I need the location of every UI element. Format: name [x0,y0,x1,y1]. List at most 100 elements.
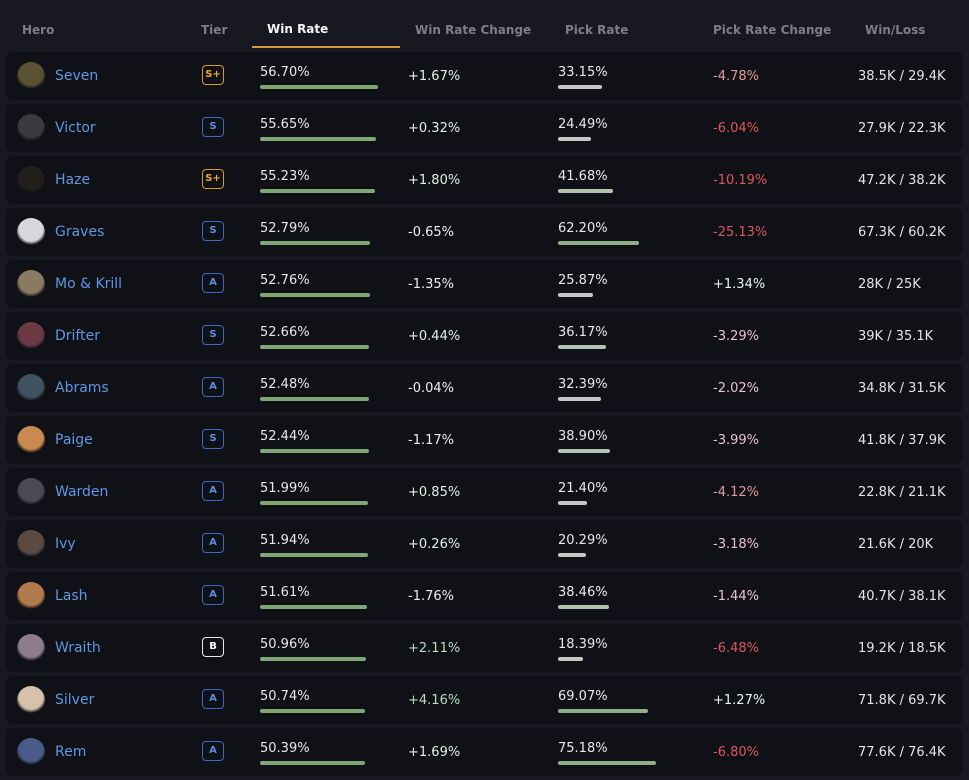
win-rate-value: 52.48% [260,377,310,392]
pick-rate-bar [558,397,602,401]
tier-badge: S [202,221,224,241]
pick-rate-change-value: -1.44% [713,589,759,604]
win-rate-bar [260,137,376,141]
win-rate-value: 52.44% [260,429,310,444]
tier-badge: A [202,377,224,397]
win-rate-value: 50.39% [260,741,310,756]
win-rate-value: 52.79% [260,221,310,236]
table-row[interactable]: Wraith B 50.96% +2.11% 18.39% -6.48% 19.… [6,624,963,672]
hero-name-link[interactable]: Victor [55,120,96,136]
table-row[interactable]: Seven S+ 56.70% +1.67% 33.15% -4.78% 38.… [6,52,963,100]
hero-name-link[interactable]: Rem [55,744,87,760]
hero-name-link[interactable]: Lash [55,588,88,604]
pick-rate-value: 36.17% [558,325,608,340]
win-rate-bar [260,85,378,89]
pick-rate-bar [558,709,649,713]
pick-rate-bar [558,137,592,141]
win-loss-value: 47.2K / 38.2K [858,173,946,188]
hero-name-link[interactable]: Graves [55,224,105,240]
win-rate-change-value: -0.04% [408,381,454,396]
hero-name-link[interactable]: Wraith [55,640,101,656]
win-loss-value: 34.8K / 31.5K [858,381,946,396]
table-row[interactable]: Lash A 51.61% -1.76% 38.46% -1.44% 40.7K… [6,572,963,620]
win-rate-bar [260,189,375,193]
win-loss-value: 27.9K / 22.3K [858,121,946,136]
tier-badge: S+ [202,65,224,85]
pick-rate-change-value: -3.99% [713,433,759,448]
pick-rate-value: 21.40% [558,481,608,496]
column-header-pick-rate-change[interactable]: Pick Rate Change [713,23,832,37]
pick-rate-bar [558,189,614,193]
win-rate-value: 50.96% [260,637,310,652]
win-loss-value: 38.5K / 29.4K [858,69,946,84]
pick-rate-change-value: -6.04% [713,121,759,136]
table-row[interactable]: Drifter S 52.66% +0.44% 36.17% -3.29% 39… [6,312,963,360]
table-row[interactable]: Haze S+ 55.23% +1.80% 41.68% -10.19% 47.… [6,156,963,204]
tier-badge: A [202,533,224,553]
table-row[interactable]: Rem A 50.39% +1.69% 75.18% -6.80% 77.6K … [6,728,963,776]
win-loss-value: 40.7K / 38.1K [858,589,946,604]
column-header-win-rate[interactable]: Win Rate [267,22,329,36]
win-loss-value: 21.6K / 20K [858,537,934,552]
column-header-hero[interactable]: Hero [22,23,55,37]
table-row[interactable]: Paige S 52.44% -1.17% 38.90% -3.99% 41.8… [6,416,963,464]
pick-rate-bar [558,85,603,89]
hero-name-link[interactable]: Haze [55,172,91,188]
column-header-pick-rate[interactable]: Pick Rate [565,23,629,37]
tier-badge: B [202,637,224,657]
column-header-win-rate-change[interactable]: Win Rate Change [415,23,532,37]
abrams-portrait-icon [17,374,45,402]
table-row[interactable]: Mo & Krill A 52.76% -1.35% 25.87% +1.34%… [6,260,963,308]
win-rate-change-value: +0.32% [408,121,461,136]
hero-name-link[interactable]: Mo & Krill [55,276,123,292]
column-header-win-loss[interactable]: Win/Loss [865,23,926,37]
hero-name-link[interactable]: Ivy [55,536,76,552]
win-rate-bar [260,241,370,245]
pick-rate-change-value: +1.34% [713,277,766,292]
pick-rate-change-value: -10.19% [713,173,768,188]
pick-rate-bar [558,241,640,245]
pick-rate-value: 41.68% [558,169,608,184]
win-rate-value: 51.99% [260,481,310,496]
paige-portrait-icon [17,426,45,454]
win-loss-value: 28K / 25K [858,277,921,292]
hero-name-link[interactable]: Warden [55,484,109,500]
hero-name-link[interactable]: Silver [55,692,95,708]
tier-badge: A [202,741,224,761]
tier-badge: A [202,689,224,709]
pick-rate-change-value: -25.13% [713,225,768,240]
pick-rate-bar [558,345,607,349]
pick-rate-change-value: -2.02% [713,381,759,396]
column-header-tier[interactable]: Tier [201,23,228,37]
pick-rate-value: 62.20% [558,221,608,236]
table-row[interactable]: Graves S 52.79% -0.65% 62.20% -25.13% 67… [6,208,963,256]
win-rate-value: 55.65% [260,117,310,132]
silver-portrait-icon [17,686,45,714]
win-loss-value: 19.2K / 18.5K [858,641,946,656]
hero-name-link[interactable]: Drifter [55,328,100,344]
table-row[interactable]: Warden A 51.99% +0.85% 21.40% -4.12% 22.… [6,468,963,516]
tier-badge: S [202,325,224,345]
win-rate-bar [260,449,369,453]
win-rate-value: 51.61% [260,585,310,600]
ivy-portrait-icon [17,530,45,558]
table-row[interactable]: Silver A 50.74% +4.16% 69.07% +1.27% 71.… [6,676,963,724]
win-rate-bar [260,709,366,713]
win-rate-change-value: -1.17% [408,433,454,448]
table-row[interactable]: Abrams A 52.48% -0.04% 32.39% -2.02% 34.… [6,364,963,412]
mo-krill-portrait-icon [17,270,45,298]
table-row[interactable]: Ivy A 51.94% +0.26% 20.29% -3.18% 21.6K … [6,520,963,568]
pick-rate-bar [558,449,610,453]
hero-name-link[interactable]: Abrams [55,380,109,396]
lash-portrait-icon [17,582,45,610]
table-row[interactable]: Victor S 55.65% +0.32% 24.49% -6.04% 27.… [6,104,963,152]
hero-name-link[interactable]: Seven [55,68,99,84]
pick-rate-value: 38.90% [558,429,608,444]
seven-portrait-icon [17,62,45,90]
win-rate-change-value: -0.65% [408,225,454,240]
win-loss-value: 71.8K / 69.7K [858,693,946,708]
win-rate-change-value: +1.69% [408,745,461,760]
hero-name-link[interactable]: Paige [55,432,93,448]
tier-badge: S [202,429,224,449]
pick-rate-value: 32.39% [558,377,608,392]
